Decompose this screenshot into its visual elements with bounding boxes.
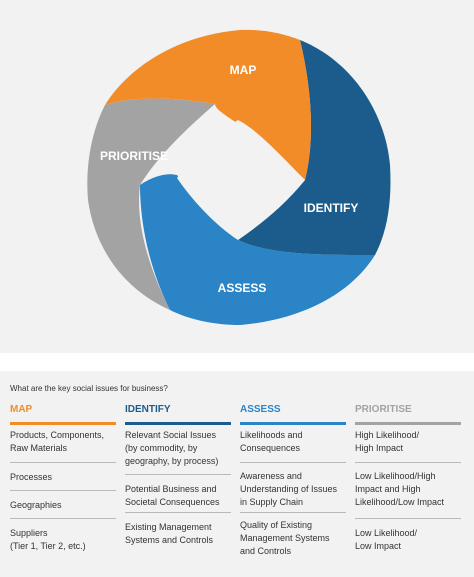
table-cell: Awareness and Understanding of Issues in… (240, 463, 346, 513)
table-cell: Quality of Existing Management Systems a… (240, 520, 330, 556)
segment-map (105, 29, 312, 181)
column-prioritise: PRIORITISE High Likelihood/ High Impact … (355, 404, 461, 559)
diagram-panel: MAP IDENTIFY ASSESS PRIORITISE (0, 0, 474, 353)
cycle-diagram: MAP IDENTIFY ASSESS PRIORITISE (87, 29, 391, 325)
table-cell: Low Likelihood/ Low Impact (355, 528, 418, 551)
column-identify: IDENTIFY Relevant Social Issues (by comm… (125, 404, 231, 553)
table-cell: Geographies (10, 491, 116, 519)
segment-identify (238, 40, 391, 255)
table-question: What are the key social issues for busin… (10, 384, 168, 393)
column-header-map: MAP (10, 404, 116, 425)
label-identify: IDENTIFY (304, 201, 359, 215)
column-map: MAP Products, Components, Raw Materials … (10, 404, 116, 559)
label-map: MAP (230, 63, 257, 77)
table-cell: Existing Management Systems and Controls (125, 522, 214, 545)
column-header-prioritise: PRIORITISE (355, 404, 461, 425)
center-void (177, 120, 305, 240)
column-header-identify: IDENTIFY (125, 404, 231, 425)
table-cell: Likelihoods and Consequences (240, 425, 346, 463)
table-cell: Processes (10, 463, 116, 491)
label-assess: ASSESS (218, 281, 267, 295)
column-header-assess: ASSESS (240, 404, 346, 425)
table-cell: Products, Components, Raw Materials (10, 425, 116, 463)
table-cell: Low Likelihood/High Impact and High Like… (355, 463, 461, 519)
table-cell: Suppliers (Tier 1, Tier 2, etc.) (10, 528, 86, 551)
column-assess: ASSESS Likelihoods and Consequences Awar… (240, 404, 346, 563)
table-cell: Relevant Social Issues (by commodity, by… (125, 425, 231, 475)
segment-assess (140, 174, 375, 325)
table-panel (0, 371, 474, 577)
segment-prioritise (87, 98, 215, 310)
label-prioritise: PRIORITISE (100, 149, 168, 163)
table-cell: Potential Business and Societal Conseque… (125, 475, 231, 513)
table-cell: High Likelihood/ High Impact (355, 425, 461, 463)
